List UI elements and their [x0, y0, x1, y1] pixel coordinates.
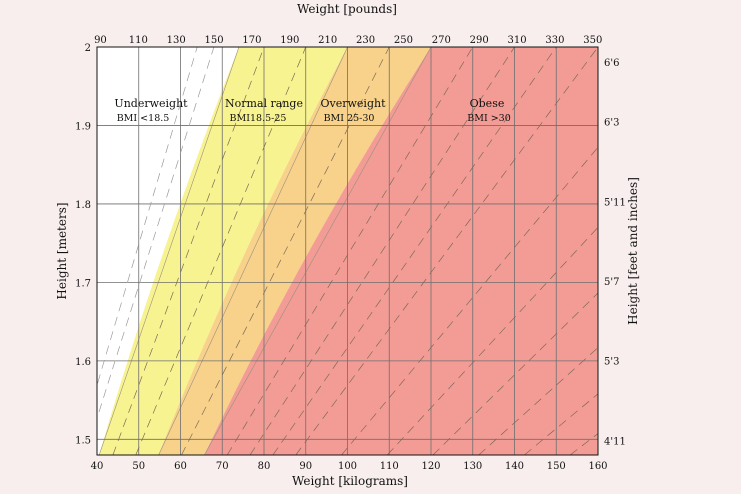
x-axis-title: Weight [kilograms]	[292, 474, 408, 488]
x2-axis-title: Weight [pounds]	[297, 2, 397, 16]
y-tick-label: 1.8	[75, 200, 91, 211]
plot-frame	[96, 46, 599, 456]
y2-tick-label: 4'11	[604, 436, 626, 447]
x2-tick-label: 210	[318, 35, 337, 46]
x-tick-label: 140	[505, 461, 524, 472]
y2-axis-title: Height [feet and inches]	[626, 177, 640, 325]
zone-band-3	[204, 47, 598, 455]
x-tick-label: 120	[421, 461, 440, 472]
x-tick-label: 70	[216, 461, 229, 472]
y2-tick-label: 5'7	[604, 277, 619, 288]
y-tick-label: 1.5	[75, 435, 91, 446]
tick-labels: 40 50 60 70 80 90 100 110 120 130 140 150 160 90 110 13…	[75, 35, 626, 472]
bmi-zones	[97, 47, 598, 455]
x2-tick-label: 230	[356, 35, 375, 46]
bmi-dashed-line	[272, 47, 557, 455]
bmi-dashed-line	[135, 47, 307, 455]
x2-tick-label: 250	[394, 35, 413, 46]
zone-range-underweight: BMI <18.5	[117, 113, 170, 124]
zone-label-underweight: Underweight	[114, 97, 188, 110]
x2-tick-label: 110	[129, 35, 148, 46]
zone-label-normal: Normal range	[225, 97, 303, 110]
x2-tick-label: 150	[205, 35, 224, 46]
bmi-dashed-line	[97, 47, 198, 387]
x2-tick-label: 130	[167, 35, 186, 46]
bmi-dashed-line	[97, 47, 215, 420]
bmi-dashed-line	[249, 47, 515, 455]
grid-lines	[97, 47, 598, 455]
zone-boundary	[204, 47, 432, 455]
bmi-dashed-lines	[97, 47, 598, 455]
x-tick-label: 130	[463, 461, 482, 472]
x2-tick-label: 170	[242, 35, 261, 46]
zone-band-1	[99, 47, 348, 455]
bmi-dashed-line	[432, 292, 598, 455]
x2-tick-label: 270	[432, 35, 451, 46]
y2-tick-label: 6'6	[604, 58, 619, 69]
x2-tick-label: 290	[470, 35, 489, 46]
y-tick-label: 1.6	[75, 357, 91, 368]
bmi-dashed-line	[386, 226, 598, 455]
y-tick-label: 1.7	[75, 278, 91, 289]
x2-tick-label: 310	[508, 35, 527, 46]
zone-label-overweight: Overweight	[321, 97, 387, 110]
x-tick-label: 80	[258, 461, 271, 472]
y2-tick-label: 6'3	[604, 118, 619, 129]
bmi-dashed-line	[226, 47, 474, 455]
x2-tick-label: 90	[94, 35, 107, 46]
y-axis-title: Height [meters]	[55, 202, 69, 299]
zone-boundary	[98, 47, 240, 455]
x-tick-label: 40	[91, 461, 104, 472]
zone-band-2	[158, 47, 431, 455]
y2-tick-label: 5'3	[604, 357, 619, 368]
zone-label-obese: Obese	[470, 97, 505, 110]
zone-band-0	[97, 47, 239, 455]
x-tick-label: 50	[132, 461, 145, 472]
zone-labels: Underweight BMI <18.5 Normal range BMI18…	[114, 97, 510, 124]
x-tick-label: 110	[380, 461, 399, 472]
x-tick-label: 90	[299, 461, 312, 472]
x2-tick-label: 350	[583, 35, 602, 46]
bmi-dashed-line	[112, 47, 265, 455]
x2-tick-label: 190	[280, 35, 299, 46]
bmi-dashed-line	[295, 47, 598, 455]
y2-tick-label: 5'11	[604, 197, 626, 208]
zone-range-obese: BMI >30	[467, 113, 511, 124]
zone-boundary	[158, 47, 348, 455]
zone-range-overweight: BMI 25-30	[324, 113, 375, 124]
x-tick-label: 100	[338, 461, 357, 472]
x-tick-label: 150	[547, 461, 566, 472]
x-tick-label: 160	[588, 461, 607, 472]
bmi-dashed-line	[181, 47, 390, 455]
zone-range-normal: BMI18.5-25	[230, 113, 287, 124]
y-tick-label: 2	[85, 43, 91, 54]
y-tick-label: 1.9	[75, 121, 91, 132]
x-tick-label: 60	[174, 461, 187, 472]
x2-tick-label: 330	[545, 35, 564, 46]
